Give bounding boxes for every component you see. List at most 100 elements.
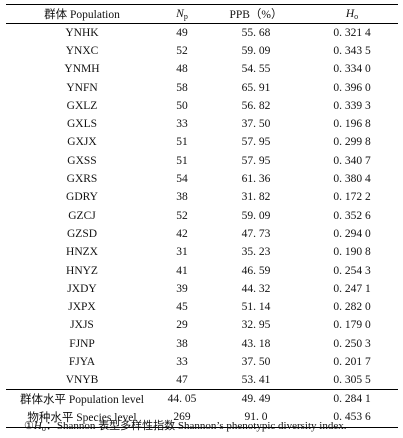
cell-population: 群体水平 Population level <box>20 394 144 407</box>
table-row: HNYZ 41 46. 59 0. 254 3 <box>6 261 398 279</box>
cell-ppb: 43. 18 <box>241 337 271 350</box>
table-row: JXPX 45 51. 14 0. 282 0 <box>6 298 398 316</box>
cell-ppb: 91. 0 <box>206 408 306 428</box>
table-row: YNMH 48 54. 55 0. 334 0 <box>6 60 398 78</box>
cell-population: HNZX <box>66 246 98 259</box>
table-body: YNHK 49 55. 68 0. 321 4 YNXC 52 59. 09 0. 343 5… <box>6 24 398 428</box>
cell-ppb: 51. 14 <box>241 301 271 314</box>
cell-ho: 0. 380 4 <box>333 173 371 186</box>
cell-np: 52 <box>176 209 188 222</box>
cell-population: GZSD <box>66 227 98 240</box>
cell-ppb: 61. 36 <box>241 173 271 186</box>
cell-np: 50 <box>176 99 188 112</box>
cell-ho: 0. 339 3 <box>333 99 371 112</box>
table-row: FJYA 33 37. 50 0. 201 7 <box>6 353 398 371</box>
cell-np: 52 <box>176 44 188 57</box>
cell-ppb: 32. 95 <box>241 319 271 332</box>
cell-population: GXLZ <box>66 99 98 112</box>
cell-np: 38 <box>176 191 188 204</box>
header-ho: Ho <box>306 4 398 24</box>
cell-ho: 0. 179 0 <box>333 319 371 332</box>
cell-np: 51 <box>176 154 188 167</box>
cell-np: 54 <box>176 173 188 186</box>
table-row: JXJS 29 32. 95 0. 179 0 <box>6 316 398 334</box>
cell-ho: 0. 190 8 <box>333 246 371 259</box>
cell-ho: 0. 321 4 <box>333 26 371 39</box>
cell-np: 269 <box>158 408 206 428</box>
cell-np: 29 <box>176 319 188 332</box>
cell-ppb: 37. 50 <box>241 355 271 368</box>
table-footnote: ①Ho：Shannon 表型多样性指数 Shannon’s phenotypic… <box>24 420 347 433</box>
cell-ho: 0. 294 0 <box>333 227 371 240</box>
table-row: GXJX 51 57. 95 0. 299 8 <box>6 133 398 151</box>
cell-ppb: 35. 23 <box>241 246 271 259</box>
table-row: YNFN 58 65. 91 0. 396 0 <box>6 78 398 96</box>
cell-np: 58 <box>176 81 188 94</box>
cell-population: HNYZ <box>66 264 98 277</box>
cell-population: GXJX <box>67 136 97 149</box>
cell-population: JXDY <box>67 282 97 295</box>
cell-ppb: 53. 41 <box>206 371 306 390</box>
cell-np: 41 <box>176 264 188 277</box>
cell-ppb: 59. 09 <box>241 44 271 57</box>
cell-population: FJYA <box>68 355 96 368</box>
cell-ho: 0. 299 8 <box>333 136 371 149</box>
cell-ppb: 59. 09 <box>241 209 271 222</box>
cell-np: 33 <box>176 355 188 368</box>
cell-population: YNHK <box>65 26 99 39</box>
cell-ho: 0. 247 1 <box>333 282 371 295</box>
cell-ppb: 44. 32 <box>241 282 271 295</box>
cell-ho: 0. 343 5 <box>333 44 371 57</box>
table-row: FJNP 38 43. 18 0. 250 3 <box>6 335 398 353</box>
population-diversity-table: 群体 Population Np PPB（%） Ho YNHK 49 55. 68 0… <box>6 4 398 428</box>
table-row: JXDY 39 44. 32 0. 247 1 <box>6 280 398 298</box>
cell-population: 物种水平 Species level <box>6 408 158 428</box>
cell-ho: 0. 196 8 <box>333 118 371 131</box>
cell-ho: 0. 340 7 <box>333 154 371 167</box>
table-row: GXSS 51 57. 95 0. 340 7 <box>6 152 398 170</box>
cell-np: 47 <box>158 371 206 390</box>
cell-np: 48 <box>176 63 188 76</box>
cell-ppb: 57. 95 <box>241 136 271 149</box>
cell-ho: 0. 201 7 <box>333 355 371 368</box>
cell-ppb: 56. 82 <box>241 99 271 112</box>
cell-ho: 0. 254 3 <box>333 264 371 277</box>
cell-population: JXJS <box>70 319 94 332</box>
cell-np: 31 <box>176 246 188 259</box>
summary-row: 物种水平 Species level 269 91. 0 0. 453 6 <box>6 408 398 428</box>
cell-ppb: 47. 73 <box>241 227 271 240</box>
cell-population: YNXC <box>65 44 99 57</box>
table-row: GXLZ 50 56. 82 0. 339 3 <box>6 97 398 115</box>
cell-np: 38 <box>176 337 188 350</box>
cell-population: GXSS <box>67 154 97 167</box>
header-ppb: PPB（%） <box>206 4 306 24</box>
cell-ho: 0. 305 5 <box>306 371 398 390</box>
cell-ho: 0. 352 6 <box>333 209 371 222</box>
cell-population: FJNP <box>69 337 95 350</box>
cell-ppb: 57. 95 <box>241 154 271 167</box>
cell-population: GXLS <box>66 118 98 131</box>
table-row: GXLS 33 37. 50 0. 196 8 <box>6 115 398 133</box>
cell-ppb: 37. 50 <box>241 118 271 131</box>
table-row: GDRY 38 31. 82 0. 172 2 <box>6 188 398 206</box>
header-np: Np <box>158 4 206 24</box>
cell-population: GZCJ <box>68 209 96 222</box>
header-population: 群体 Population <box>6 4 158 24</box>
cell-population: JXPX <box>68 301 96 314</box>
table-row: YNHK 49 55. 68 0. 321 4 <box>6 24 398 42</box>
cell-population: GDRY <box>66 191 98 204</box>
cell-ppb: 65. 91 <box>241 81 271 94</box>
cell-ho: 0. 334 0 <box>333 63 371 76</box>
cell-ppb: 46. 59 <box>241 264 271 277</box>
table-row: GZCJ 52 59. 09 0. 352 6 <box>6 206 398 224</box>
cell-np: 39 <box>176 282 188 295</box>
cell-population: VNYB <box>6 371 158 390</box>
table-row: HNZX 31 35. 23 0. 190 8 <box>6 243 398 261</box>
table-row: GXRS 54 61. 36 0. 380 4 <box>6 170 398 188</box>
cell-ho: 0. 172 2 <box>333 191 371 204</box>
cell-np: 33 <box>176 118 188 131</box>
cell-np: 49 <box>176 26 188 39</box>
table-header-row: 群体 Population Np PPB（%） Ho <box>6 4 398 24</box>
summary-row: 群体水平 Population level 44. 05 49. 49 0. 284 … <box>6 389 398 408</box>
